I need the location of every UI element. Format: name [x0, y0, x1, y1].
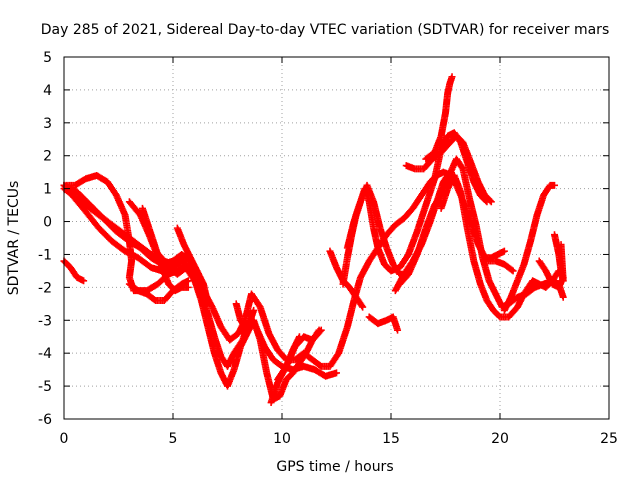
plus-markers: [343, 181, 410, 278]
series-trace-12: [267, 333, 303, 407]
plus-markers: [365, 313, 402, 334]
x-tick-label: 25: [600, 431, 618, 447]
x-tick-label: 10: [273, 431, 291, 447]
y-axis-label: SDTVAR / TECUs: [6, 181, 22, 296]
plus-markers: [481, 247, 508, 262]
series-trace-8: [125, 277, 192, 305]
series-trace-20: [422, 73, 456, 163]
axis-ticks: [63, 56, 610, 420]
y-tick-label: -3: [38, 313, 52, 329]
series-trace-19: [402, 132, 495, 206]
plus-markers: [422, 73, 456, 163]
plus-markers: [551, 231, 567, 285]
plus-markers: [173, 224, 208, 291]
grid-lines: [63, 56, 610, 420]
y-tick-label: -1: [38, 247, 52, 263]
x-axis-label: GPS time / hours: [276, 459, 393, 475]
series-trace-5: [62, 171, 190, 295]
series-trace-16: [365, 313, 402, 334]
plus-markers: [267, 333, 303, 407]
y-tick-label: 0: [43, 215, 52, 231]
chart-title: Day 285 of 2021, Sidereal Day-to-day VTE…: [41, 22, 609, 38]
y-tick-label: 5: [43, 50, 52, 66]
series-trace-23: [500, 181, 558, 314]
y-tick-label: 3: [43, 116, 52, 132]
y-tick-label: 4: [43, 83, 52, 99]
series-trace-9: [173, 224, 208, 291]
x-tick-label: 5: [169, 431, 178, 447]
plus-markers: [500, 181, 558, 314]
y-tick-label: 2: [43, 149, 52, 165]
x-tick-label: 0: [60, 431, 69, 447]
plus-markers: [232, 300, 258, 334]
plot-frame: [63, 56, 610, 420]
y-tick-label: -2: [38, 280, 52, 296]
series-trace-10: [232, 300, 258, 334]
plus-markers: [125, 277, 192, 305]
x-tick-labels: 0 5 10 15 20 25: [60, 431, 618, 447]
series-trace-24: [535, 257, 567, 291]
y-tick-label: 1: [43, 182, 52, 198]
plus-markers: [535, 257, 567, 291]
series-trace-22: [481, 247, 508, 262]
x-tick-label: 20: [491, 431, 509, 447]
plus-markers: [437, 171, 563, 321]
series-trace-21: [437, 171, 563, 321]
plus-markers: [402, 132, 495, 206]
y-tick-label: -6: [38, 412, 52, 428]
y-tick-label: -4: [38, 346, 52, 362]
y-tick-label: -5: [38, 379, 52, 395]
y-tick-labels: 5 4 3 2 1 0 -1 -2 -3 -4 -5 -6: [38, 50, 52, 428]
plus-markers: [62, 171, 190, 295]
x-tick-label: 15: [382, 431, 400, 447]
series-trace-15: [343, 181, 410, 278]
series-trace-25: [551, 231, 567, 285]
